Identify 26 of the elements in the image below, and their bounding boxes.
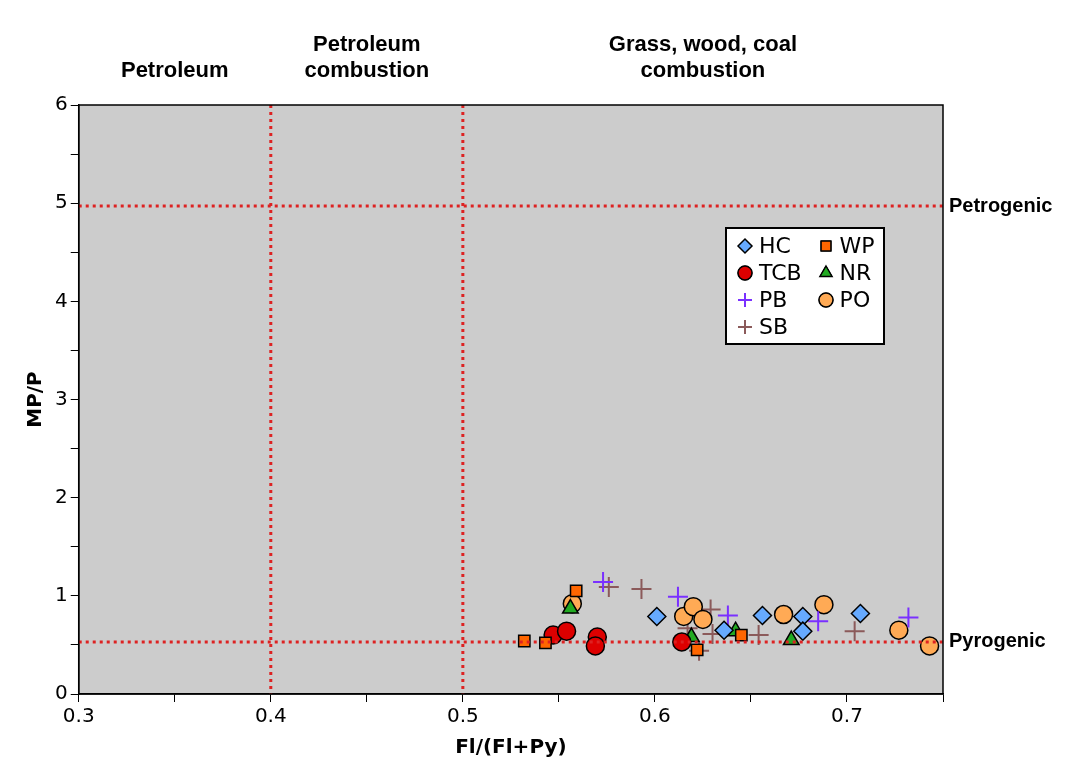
x-tick-label: 0.7 xyxy=(831,703,863,728)
x-tick-label: 0.5 xyxy=(446,703,479,728)
legend-label: NR xyxy=(839,260,872,285)
y-tick-label: 3 xyxy=(54,385,68,410)
legend-label: SB xyxy=(759,314,789,339)
y-tick-label: 0 xyxy=(54,680,68,705)
y-tick-label: 1 xyxy=(54,582,68,607)
x-tick-label: 0.4 xyxy=(254,703,287,728)
y-tick-label: 5 xyxy=(54,189,68,214)
y-tick-label: 2 xyxy=(54,483,68,508)
text: Petroleum combustion xyxy=(304,31,430,82)
ref-line-label: Pyrogenic xyxy=(949,629,1046,652)
y-axis-title: MP/P xyxy=(22,371,47,428)
ref-line-label: Petrogenic xyxy=(949,193,1053,216)
y-tick-label: 4 xyxy=(54,287,68,312)
x-tick-label: 0.3 xyxy=(62,703,95,728)
legend-label: PO xyxy=(839,287,871,312)
text: Grass, wood, coal combustion xyxy=(608,31,798,82)
legend-label: PB xyxy=(759,287,788,312)
x-tick-label: 0.6 xyxy=(639,703,671,728)
legend-label: HC xyxy=(759,233,791,258)
y-tick-label: 6 xyxy=(54,91,68,116)
legend-label: TCB xyxy=(759,260,802,285)
text: Petroleum xyxy=(120,57,229,82)
x-axis-title: Fl/(Fl+Py) xyxy=(455,734,567,759)
legend-label: WP xyxy=(839,233,875,258)
